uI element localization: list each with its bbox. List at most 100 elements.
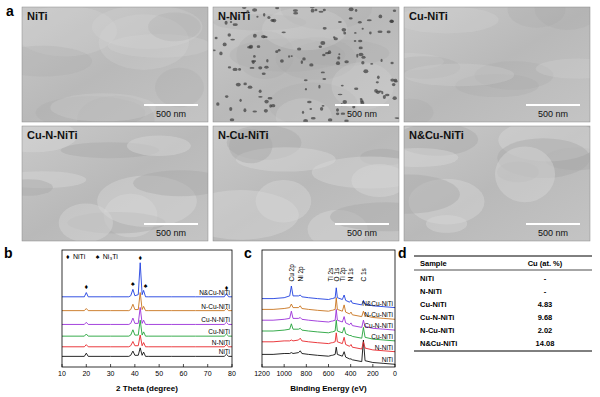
- table-cell: 9.68: [538, 313, 553, 322]
- sem-pore: [239, 99, 241, 102]
- sem-pore: [338, 94, 343, 96]
- sem-pore: [354, 87, 358, 89]
- sem-pore: [385, 94, 389, 96]
- scale-bar: [526, 104, 580, 106]
- sem-pore: [338, 53, 340, 55]
- sem-pore: [342, 100, 347, 104]
- page: {"panel_labels": ["a", "b", "c", "d"], "…: [0, 0, 600, 397]
- plot-area: [262, 286, 395, 364]
- sem-pore: [338, 21, 342, 23]
- sem-pore: [264, 66, 268, 69]
- sem-pore: [219, 51, 222, 55]
- x-tick-label: 1200: [254, 370, 270, 377]
- x-axis-label: Binding Energy (eV): [290, 384, 367, 393]
- x-tick-label: 600: [323, 370, 335, 377]
- series-line: [262, 286, 395, 308]
- sem-pore: [228, 66, 231, 68]
- sem-texture: [22, 126, 208, 241]
- sem-pore: [291, 55, 293, 57]
- sem-pore: [258, 96, 262, 98]
- sem-pore: [379, 14, 383, 18]
- scale-bar-label: 500 nm: [538, 109, 568, 119]
- sem-pore: [336, 61, 340, 65]
- sem-pore: [314, 9, 317, 11]
- x-tick: [306, 364, 307, 367]
- x-tick-label: 1000: [276, 370, 292, 377]
- sem-image: N-NiTi500 nm: [212, 0, 399, 135]
- x-tick-label: 60: [180, 370, 188, 377]
- sem-shading: [276, 98, 332, 122]
- sem-pore: [242, 7, 246, 9]
- sem-pore: [267, 16, 270, 19]
- sem-shading: [495, 146, 555, 202]
- sem-pore: [266, 59, 268, 63]
- chart: 120010008006004002000Binding Energy (eV)…: [254, 250, 397, 393]
- sem-shading: [404, 7, 499, 33]
- sem-frame: [213, 7, 399, 122]
- x-tick-label: 20: [82, 370, 90, 377]
- sem-pore: [387, 31, 391, 34]
- sem-pore: [369, 32, 372, 35]
- sem-pore: [343, 31, 346, 34]
- sem-pore: [304, 79, 308, 81]
- sem-shading: [213, 190, 299, 240]
- x-tick: [395, 364, 396, 367]
- sem-pore: [344, 120, 349, 122]
- sem-pore: [258, 66, 262, 69]
- table-cell: -: [544, 274, 547, 283]
- sem-pore: [349, 7, 354, 11]
- sem-pore: [223, 43, 227, 47]
- peak-annotation: Cu 2p: [288, 264, 296, 282]
- x-tick-label: 400: [345, 370, 357, 377]
- sem-pore: [321, 71, 325, 73]
- sem-image: Cu-NiTi500 nm: [365, 0, 600, 126]
- sem-pore: [355, 9, 357, 12]
- sem-pore: [252, 110, 257, 112]
- x-tick-label: 40: [131, 370, 139, 377]
- series-label: N-NiTi: [375, 344, 393, 351]
- table-cell: -: [544, 287, 547, 296]
- series-line: [62, 348, 232, 357]
- sem-pore: [349, 17, 353, 19]
- sem-shading: [404, 148, 458, 167]
- sem-frame: [404, 126, 590, 241]
- sem-texture: [404, 7, 590, 122]
- x-tick-label: 0: [393, 370, 397, 377]
- table-cell: N&Cu-NiTi: [420, 339, 457, 348]
- sem-pore: [336, 108, 339, 111]
- table-cell: 4.83: [538, 300, 553, 309]
- sem-pore: [228, 33, 231, 37]
- sem-label: N&Cu-NiTi: [409, 129, 464, 141]
- scale-bar: [526, 223, 580, 225]
- sem-pore: [215, 37, 218, 40]
- x-tick-label: 70: [204, 370, 212, 377]
- sem-pore: [393, 96, 397, 100]
- sem-pore: [336, 112, 339, 115]
- series-line: [262, 320, 395, 341]
- sem-frame: [213, 126, 399, 241]
- sem-shading: [22, 126, 77, 152]
- x-tick: [86, 364, 87, 367]
- sem-label: N-Cu-NiTi: [218, 129, 269, 141]
- sem-pore: [377, 30, 382, 33]
- x-tick-label: 10: [58, 370, 66, 377]
- x-tick-label: 800: [300, 370, 312, 377]
- panel-label: c: [244, 245, 252, 261]
- table-header: Sample: [420, 259, 447, 268]
- sem-pore: [233, 68, 238, 71]
- sem-frame: [22, 126, 208, 241]
- sem-frame: [22, 7, 208, 122]
- sem-pore: [323, 27, 327, 30]
- sem-image: Cu-N-NiTi500 nm: [0, 119, 228, 242]
- x-tick-label: 50: [155, 370, 163, 377]
- sem-pore: [337, 56, 340, 59]
- sem-pore: [361, 61, 364, 65]
- x-tick: [328, 364, 329, 367]
- sem-shading: [426, 215, 467, 233]
- sem-pore: [311, 9, 315, 13]
- sem-pore: [328, 118, 333, 121]
- sem-pore: [309, 63, 313, 66]
- sem-image: NiTi500 nm: [0, 5, 211, 142]
- table-rule: [414, 256, 592, 257]
- sem-pore: [257, 45, 261, 48]
